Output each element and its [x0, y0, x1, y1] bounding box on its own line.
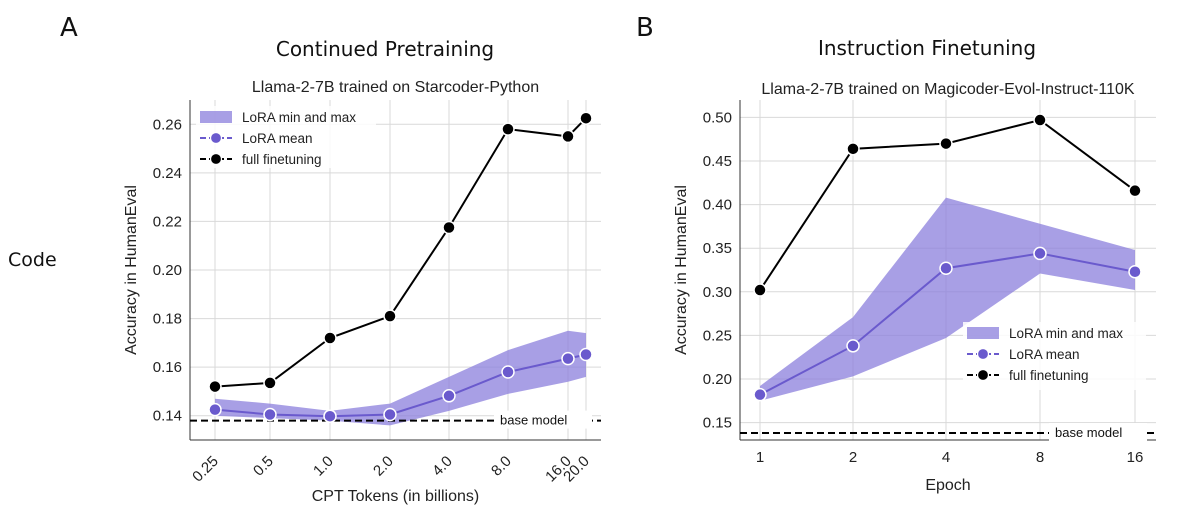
lora-mean-point: [939, 261, 953, 276]
x-tick-label: 16: [1127, 449, 1144, 466]
base-model-label-bg: [494, 410, 592, 429]
y-tick-label: 0.24: [153, 165, 182, 182]
y-tick-label: 0.14: [153, 408, 182, 425]
section-title-cpt: Continued Pretraining: [276, 37, 494, 61]
x-axis-label: Epoch: [925, 477, 970, 494]
lora-mean-point: [846, 339, 860, 353]
legend-label: LoRA min and max: [1009, 326, 1123, 341]
chart-title: Llama-2-7B trained on Magicoder-Evol-Ins…: [761, 81, 1135, 98]
y-tick-label: 0.30: [703, 284, 732, 301]
x-tick-label: 2: [849, 449, 857, 466]
legend-label: full finetuning: [242, 152, 322, 167]
y-tick-label: 0.26: [153, 116, 182, 133]
lora-mean-point: [442, 389, 456, 403]
series-line-lora-mean: [214, 353, 587, 418]
legend: LoRA min and max LoRA mean full finetuning: [963, 322, 1146, 390]
lora-mean-point: [753, 387, 767, 402]
full-finetuning-point: [323, 331, 337, 345]
lora-mean-point: [501, 365, 515, 379]
base-model-label: base model: [1055, 425, 1122, 440]
row-label-code: Code: [8, 249, 57, 271]
chart-ift: Llama-2-7B trained on Magicoder-Evol-Ins…: [673, 81, 1156, 494]
full-finetuning-point: [208, 379, 222, 394]
y-tick-label: 0.50: [703, 109, 732, 126]
x-tick-label: 2.0: [370, 453, 397, 480]
full-finetuning-point: [846, 142, 860, 156]
y-tick-label: 0.25: [703, 327, 732, 344]
y-tick-label: 0.15: [703, 415, 732, 432]
lora-mean-point: [561, 351, 575, 366]
legend-swatch-full-marker: [976, 368, 990, 382]
x-axis-label: CPT Tokens (in billions): [312, 488, 479, 505]
legend-swatch-band: [200, 111, 232, 123]
lora-mean-point: [1128, 264, 1142, 279]
full-finetuning-point: [263, 376, 277, 390]
lora-mean-point: [383, 407, 397, 422]
y-tick-label: 0.20: [703, 371, 732, 388]
y-tick-label: 0.45: [703, 153, 732, 170]
lora-mean-point: [208, 402, 222, 417]
x-tick-label: 1.0: [310, 453, 337, 480]
legend-label: LoRA mean: [242, 131, 313, 146]
full-finetuning-point: [939, 136, 953, 151]
lora-mean-point: [1033, 246, 1047, 261]
base-model-label: base model: [500, 413, 567, 428]
legend-label: LoRA min and max: [242, 110, 356, 125]
full-finetuning-point: [442, 220, 456, 235]
chart-cpt: Llama-2-7B trained on Starcoder-Python 0.…: [123, 79, 601, 505]
full-finetuning-point: [1128, 183, 1142, 198]
base-model-label-bg: [1049, 423, 1147, 442]
y-tick-label: 0.18: [153, 311, 182, 328]
x-tick-label: 0.25: [189, 453, 222, 486]
y-tick-label: 0.16: [153, 359, 182, 376]
full-finetuning-point: [501, 122, 515, 136]
lora-min-max-band: [215, 330, 586, 426]
legend: LoRA min and max LoRA mean full finetuning: [196, 106, 376, 168]
legend-swatch-full-marker: [209, 152, 223, 166]
lora-mean-point: [579, 347, 593, 362]
chart-title: Llama-2-7B trained on Starcoder-Python: [252, 79, 539, 96]
y-axis-label: Accuracy in HumanEval: [123, 185, 140, 355]
series-line-full-finetuning: [214, 117, 587, 388]
y-axis-label: Accuracy in HumanEval: [673, 185, 690, 355]
x-tick-label: 1: [756, 449, 764, 466]
panel-letter-b: B: [636, 13, 654, 43]
legend-label: full finetuning: [1009, 368, 1089, 383]
x-tick-label: 0.5: [250, 453, 277, 480]
legend-label: LoRA mean: [1009, 347, 1080, 362]
y-tick-label: 0.22: [153, 213, 182, 230]
x-tick-label: 8: [1036, 449, 1044, 466]
y-tick-label: 0.20: [153, 262, 182, 279]
y-tick-label: 0.40: [703, 197, 732, 214]
lora-mean-point: [323, 409, 337, 423]
section-title-ift: Instruction Finetuning: [818, 36, 1036, 60]
x-tick-label: 8.0: [488, 453, 515, 480]
legend-swatch-band: [967, 327, 999, 339]
legend-swatch-lora-mean-marker: [976, 347, 990, 361]
legend-swatch-lora-mean-marker: [209, 131, 223, 145]
full-finetuning-point: [579, 111, 593, 125]
grid-lines: [190, 100, 601, 440]
full-finetuning-point: [1033, 113, 1047, 127]
full-finetuning-point: [753, 283, 767, 297]
lora-mean-point: [263, 407, 277, 422]
full-finetuning-point: [561, 129, 575, 144]
full-finetuning-point: [383, 309, 397, 323]
x-tick-label: 4.0: [429, 453, 456, 480]
y-tick-label: 0.35: [703, 240, 732, 257]
x-tick-label: 4: [942, 449, 950, 466]
panel-letter-a: A: [60, 13, 78, 43]
